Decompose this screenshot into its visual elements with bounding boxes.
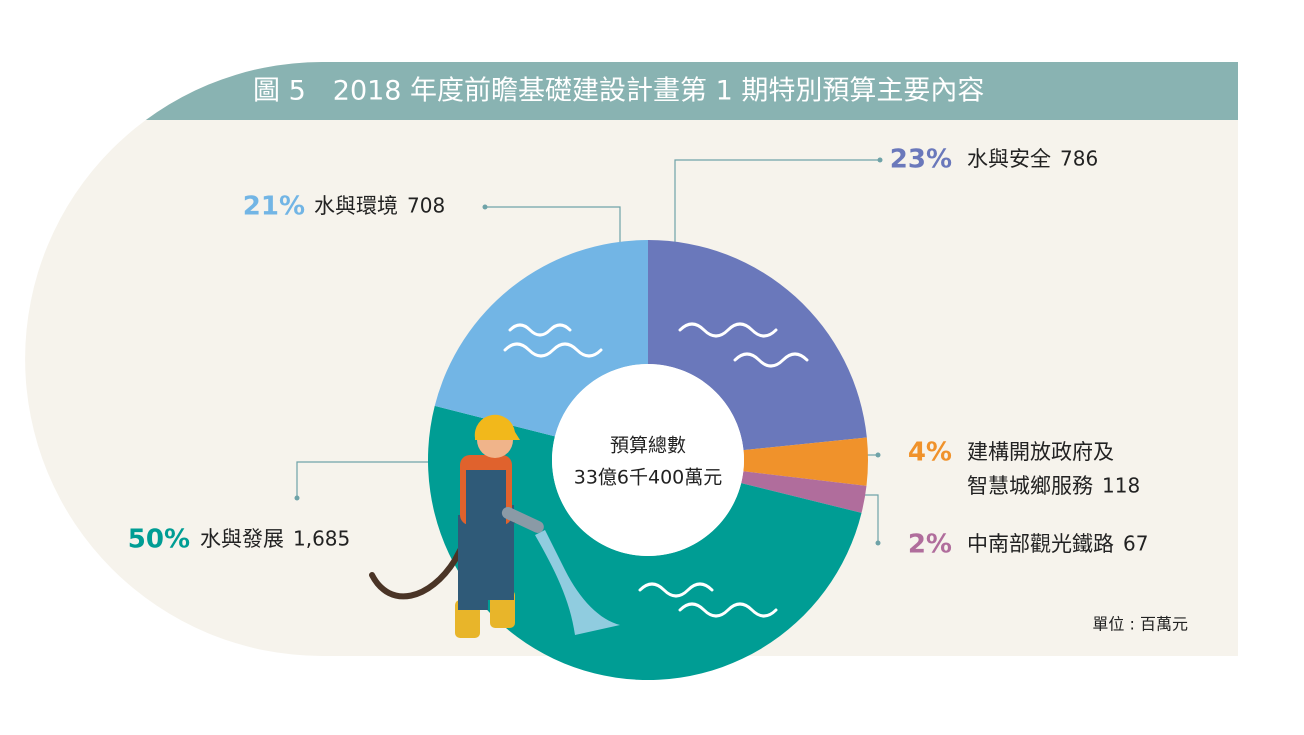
donut-slice [434,240,648,437]
dots [294,157,883,546]
value-label: 1,685 [293,527,350,551]
value-label: 786 [1060,147,1098,171]
leader-line [296,461,430,498]
percent-label: 4% [908,438,952,468]
percent-label: 23% [890,145,952,175]
leader-line [674,159,880,243]
value-label: 118 [1102,474,1140,498]
leader-lines [296,159,880,543]
value-label: 708 [407,194,445,218]
value-label: 67 [1123,532,1148,556]
percent-label: 2% [908,530,952,560]
unit-note: 單位 : 百萬元 [1092,615,1188,634]
percent-label: 21% [243,192,305,222]
center-label: 預算總數 [610,435,686,457]
category-label: 水與環境 [314,194,398,218]
wave-decoration [503,322,809,618]
donut-slice [648,240,867,451]
donut-slice [741,471,867,513]
category-label: 水與安全 [967,147,1051,171]
center-label: 33億6千400萬元 [574,467,723,489]
chart-title: 圖 5 2018 年度前瞻基礎建設計畫第 1 期特別預算主要內容 [253,76,984,107]
donut-hole [552,364,744,556]
category-label: 建構開放政府及 [967,440,1114,464]
percent-label: 50% [128,525,190,555]
worker-illustration [369,414,620,638]
category-label: 中南部觀光鐵路 [967,532,1114,556]
donut-slice [743,437,869,486]
category-label: 水與發展 [200,527,284,551]
category-label: 智慧城鄉服務 [967,474,1093,498]
leader-line [485,206,621,245]
